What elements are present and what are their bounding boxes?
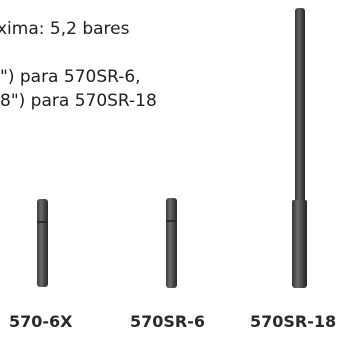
spec-max-pressure: xima: 5,2 bares bbox=[0, 19, 130, 39]
model-label-570-6x: 570-6X bbox=[9, 312, 73, 331]
model-label-570sr-6: 570SR-6 bbox=[130, 312, 206, 331]
sprinkler-body-570sr-18 bbox=[292, 200, 307, 288]
model-label-570sr-18: 570SR-18 bbox=[250, 312, 337, 331]
sprinkler-riser-570sr-18 bbox=[295, 8, 305, 213]
sprinkler-stem-570-6x bbox=[37, 199, 48, 287]
spec-length-570sr-6: ") para 570SR-6, bbox=[0, 67, 141, 87]
sprinkler-stem-570sr-6 bbox=[166, 198, 177, 288]
spec-length-570sr-18: 8") para 570SR-18 bbox=[0, 91, 157, 111]
